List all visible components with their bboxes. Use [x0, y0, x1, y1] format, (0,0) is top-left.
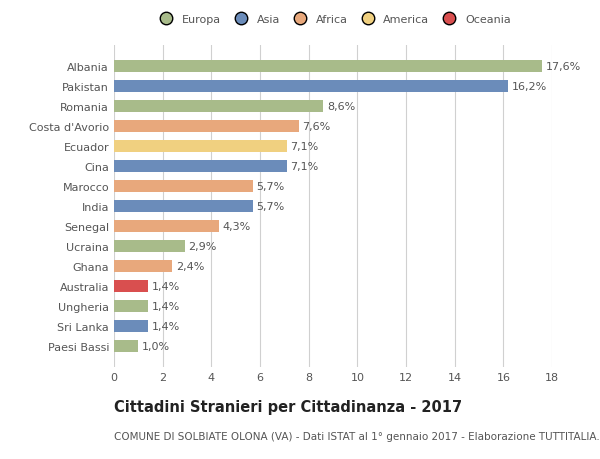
Text: 7,1%: 7,1%	[290, 162, 319, 172]
Bar	[114, 241, 185, 252]
Text: 2,9%: 2,9%	[188, 241, 217, 252]
Text: 17,6%: 17,6%	[546, 62, 581, 72]
Text: COMUNE DI SOLBIATE OLONA (VA) - Dati ISTAT al 1° gennaio 2017 - Elaborazione TUT: COMUNE DI SOLBIATE OLONA (VA) - Dati IST…	[114, 431, 600, 442]
Text: 5,7%: 5,7%	[256, 182, 284, 191]
Text: 1,4%: 1,4%	[152, 302, 180, 312]
Text: 7,1%: 7,1%	[290, 141, 319, 151]
Text: 8,6%: 8,6%	[327, 101, 355, 112]
Text: 1,0%: 1,0%	[142, 341, 170, 352]
Bar	[114, 341, 139, 353]
Text: 2,4%: 2,4%	[176, 262, 205, 272]
Bar	[114, 261, 172, 273]
Bar	[114, 101, 323, 112]
Text: Cittadini Stranieri per Cittadinanza - 2017: Cittadini Stranieri per Cittadinanza - 2…	[114, 399, 462, 414]
Text: 4,3%: 4,3%	[222, 222, 251, 231]
Bar	[114, 161, 287, 173]
Bar	[114, 61, 542, 73]
Text: 16,2%: 16,2%	[512, 82, 547, 91]
Bar	[114, 180, 253, 192]
Text: 5,7%: 5,7%	[256, 202, 284, 212]
Bar	[114, 301, 148, 313]
Bar	[114, 121, 299, 133]
Bar	[114, 80, 508, 93]
Bar	[114, 320, 148, 333]
Text: 1,4%: 1,4%	[152, 281, 180, 291]
Bar	[114, 201, 253, 213]
Legend: Europa, Asia, Africa, America, Oceania: Europa, Asia, Africa, America, Oceania	[153, 13, 513, 27]
Text: 1,4%: 1,4%	[152, 322, 180, 331]
Bar	[114, 280, 148, 292]
Bar	[114, 221, 218, 233]
Text: 7,6%: 7,6%	[302, 122, 331, 132]
Bar	[114, 140, 287, 152]
